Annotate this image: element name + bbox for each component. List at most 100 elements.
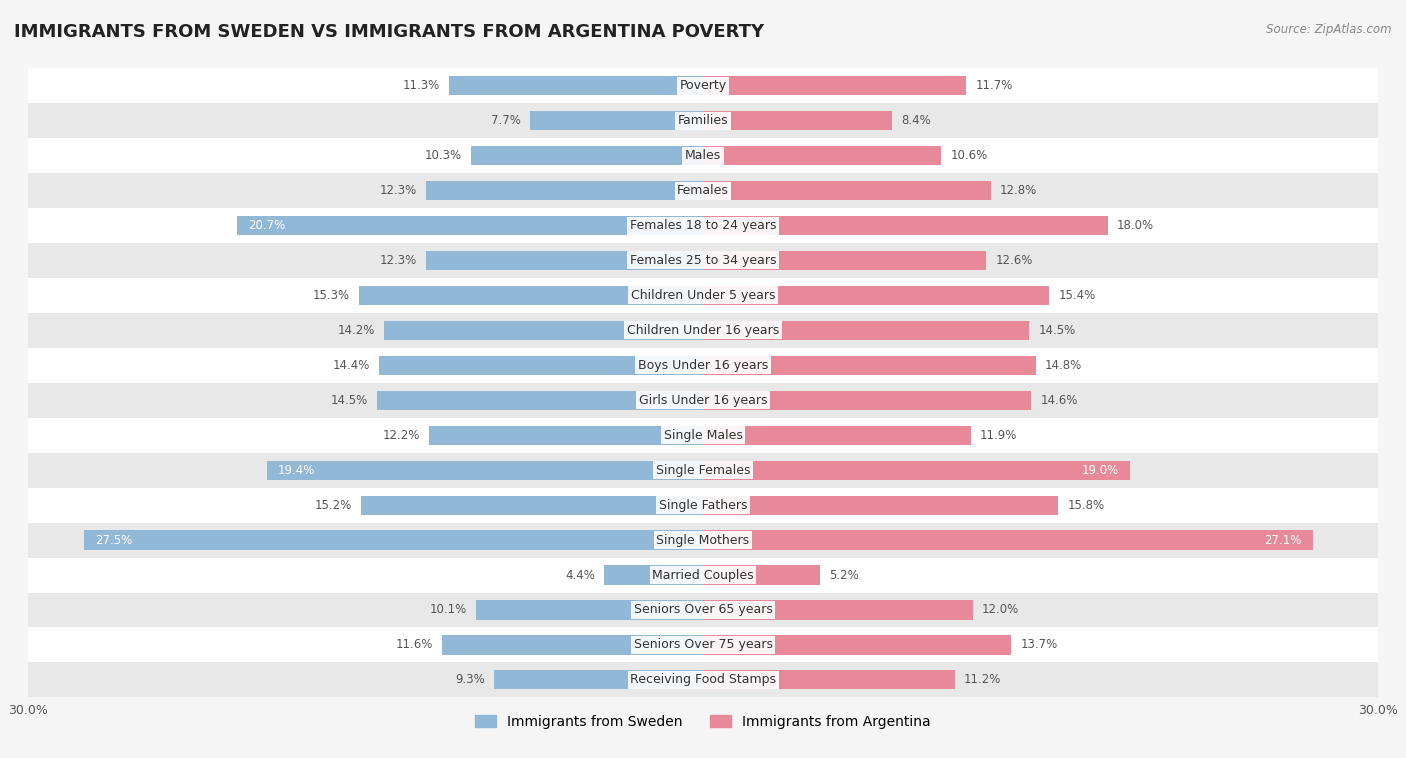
Text: 10.3%: 10.3% (425, 149, 463, 162)
Text: Single Females: Single Females (655, 464, 751, 477)
Text: Single Males: Single Males (664, 429, 742, 442)
Text: 13.7%: 13.7% (1021, 638, 1057, 651)
Text: 14.5%: 14.5% (330, 393, 368, 407)
Text: 18.0%: 18.0% (1116, 219, 1154, 232)
Text: Females: Females (678, 184, 728, 197)
Text: 14.5%: 14.5% (1038, 324, 1076, 337)
Bar (28, 208, 1378, 243)
Bar (28, 558, 1378, 593)
Text: 27.5%: 27.5% (96, 534, 132, 547)
Bar (28, 348, 1378, 383)
Bar (703, 600, 973, 619)
Text: 12.3%: 12.3% (380, 254, 418, 267)
Bar (703, 356, 1036, 375)
Bar (703, 670, 955, 690)
Bar (494, 670, 703, 690)
Bar (703, 496, 1059, 515)
Bar (703, 635, 1011, 655)
Text: Single Mothers: Single Mothers (657, 534, 749, 547)
Bar (28, 522, 1378, 558)
Text: Poverty: Poverty (679, 79, 727, 92)
Text: Children Under 5 years: Children Under 5 years (631, 289, 775, 302)
Text: Males: Males (685, 149, 721, 162)
Bar (449, 76, 703, 96)
Legend: Immigrants from Sweden, Immigrants from Argentina: Immigrants from Sweden, Immigrants from … (470, 709, 936, 735)
Text: 14.6%: 14.6% (1040, 393, 1078, 407)
Bar (28, 662, 1378, 697)
Bar (359, 286, 703, 305)
Bar (28, 453, 1378, 487)
Bar (703, 321, 1029, 340)
Text: 15.4%: 15.4% (1059, 289, 1095, 302)
Bar (28, 138, 1378, 173)
Bar (703, 251, 987, 270)
Bar (380, 356, 703, 375)
Bar (471, 146, 703, 165)
Text: 14.2%: 14.2% (337, 324, 374, 337)
Bar (703, 146, 942, 165)
Bar (426, 181, 703, 200)
Text: Females 18 to 24 years: Females 18 to 24 years (630, 219, 776, 232)
Bar (28, 243, 1378, 278)
Text: Receiving Food Stamps: Receiving Food Stamps (630, 673, 776, 687)
Text: Families: Families (678, 114, 728, 127)
Text: 11.6%: 11.6% (395, 638, 433, 651)
Bar (703, 76, 966, 96)
Text: Girls Under 16 years: Girls Under 16 years (638, 393, 768, 407)
Bar (28, 383, 1378, 418)
Text: 14.4%: 14.4% (333, 359, 370, 372)
Bar (429, 425, 703, 445)
Bar (28, 313, 1378, 348)
Text: 14.8%: 14.8% (1045, 359, 1083, 372)
Bar (384, 321, 703, 340)
Text: Children Under 16 years: Children Under 16 years (627, 324, 779, 337)
Text: 5.2%: 5.2% (830, 568, 859, 581)
Text: 19.0%: 19.0% (1083, 464, 1119, 477)
Bar (703, 111, 891, 130)
Text: 19.4%: 19.4% (278, 464, 315, 477)
Bar (28, 418, 1378, 453)
Text: Married Couples: Married Couples (652, 568, 754, 581)
Bar (28, 278, 1378, 313)
Text: Females 25 to 34 years: Females 25 to 34 years (630, 254, 776, 267)
Bar (703, 216, 1108, 235)
Text: 8.4%: 8.4% (901, 114, 931, 127)
Bar (703, 461, 1130, 480)
Bar (441, 635, 703, 655)
Text: 4.4%: 4.4% (565, 568, 595, 581)
Text: 12.6%: 12.6% (995, 254, 1033, 267)
Text: 11.3%: 11.3% (402, 79, 440, 92)
Bar (605, 565, 703, 584)
Bar (267, 461, 703, 480)
Text: 10.6%: 10.6% (950, 149, 987, 162)
Bar (703, 286, 1049, 305)
Bar (28, 487, 1378, 522)
Text: Seniors Over 65 years: Seniors Over 65 years (634, 603, 772, 616)
Text: 11.2%: 11.2% (965, 673, 1001, 687)
Bar (28, 68, 1378, 103)
Text: 7.7%: 7.7% (491, 114, 520, 127)
Bar (238, 216, 703, 235)
Text: Seniors Over 75 years: Seniors Over 75 years (634, 638, 772, 651)
Bar (426, 251, 703, 270)
Text: Boys Under 16 years: Boys Under 16 years (638, 359, 768, 372)
Text: 27.1%: 27.1% (1264, 534, 1302, 547)
Bar (84, 531, 703, 550)
Text: 15.2%: 15.2% (315, 499, 352, 512)
Text: 12.3%: 12.3% (380, 184, 418, 197)
Text: Source: ZipAtlas.com: Source: ZipAtlas.com (1267, 23, 1392, 36)
Text: 9.3%: 9.3% (456, 673, 485, 687)
Bar (28, 628, 1378, 662)
Bar (28, 593, 1378, 628)
Bar (703, 181, 991, 200)
Bar (530, 111, 703, 130)
Text: 15.3%: 15.3% (312, 289, 350, 302)
Text: 12.0%: 12.0% (981, 603, 1019, 616)
Bar (361, 496, 703, 515)
Text: 15.8%: 15.8% (1067, 499, 1105, 512)
Bar (28, 103, 1378, 138)
Text: Single Fathers: Single Fathers (659, 499, 747, 512)
Text: 12.2%: 12.2% (382, 429, 419, 442)
Text: 11.9%: 11.9% (980, 429, 1017, 442)
Bar (377, 390, 703, 410)
